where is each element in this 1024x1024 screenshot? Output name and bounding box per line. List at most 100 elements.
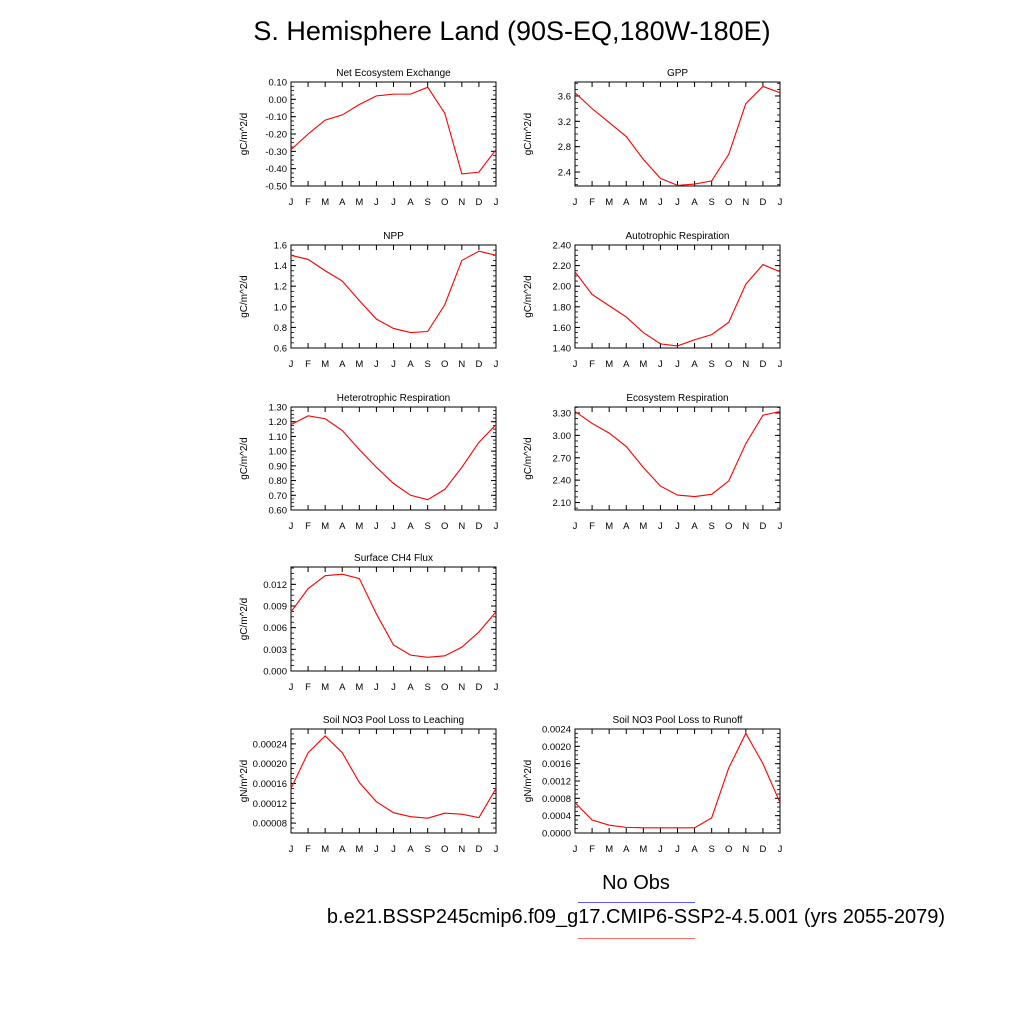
y-tick-label: -0.10: [265, 112, 287, 123]
panel-title: Ecosystem Respiration: [626, 393, 728, 404]
y-tick-label: 3.6: [558, 91, 571, 102]
y-tick-label: 0.0016: [542, 759, 571, 770]
x-tick-label: A: [339, 844, 346, 855]
y-tick-label: -0.40: [265, 164, 287, 175]
plot-frame: [290, 406, 497, 511]
x-tick-label: J: [289, 682, 294, 693]
chart-panel: Soil NO3 Pool Loss to LeachinggN/m^2/d0.…: [239, 715, 499, 855]
x-tick-label: J: [494, 844, 499, 855]
x-tick-label: O: [725, 521, 732, 532]
panel-title: Soil NO3 Pool Loss to Runoff: [613, 715, 743, 726]
x-tick-label: A: [339, 197, 346, 208]
y-axis-label: gC/m^2/d: [239, 598, 250, 641]
x-tick-label: O: [441, 521, 448, 532]
x-tick-label: M: [605, 197, 613, 208]
chart-panel: Soil NO3 Pool Loss to Runoff gN/m^2/d 0.00…: [523, 715, 783, 855]
x-tick-label: S: [424, 682, 430, 693]
x-tick-label: J: [675, 844, 680, 855]
y-tick-label: -0.50: [265, 182, 287, 193]
y-tick-label: 0.90: [269, 461, 288, 472]
x-tick-label: A: [407, 359, 414, 370]
x-tick-label: M: [639, 844, 647, 855]
y-tick-label: -0.30: [265, 147, 287, 158]
x-tick-label: S: [708, 844, 714, 855]
y-tick-label: 0.70: [269, 491, 288, 502]
y-tick-label: 1.0: [274, 302, 287, 313]
y-tick-label: 2.00: [553, 282, 572, 293]
x-tick-label: M: [605, 521, 613, 532]
series-line: [290, 735, 497, 819]
y-tick-label: 1.2: [274, 282, 287, 293]
y-tick-label: 2.40: [553, 241, 572, 252]
chart-panel: Ecosystem Respiration gC/m^2/d 2.10 2.40 2.7…: [523, 393, 783, 532]
y-tick-label: 1.10: [269, 432, 288, 443]
series-line: [574, 410, 781, 498]
x-tick-label: O: [725, 359, 732, 370]
y-tick-label: 1.80: [553, 302, 572, 313]
x-tick-label: J: [391, 521, 396, 532]
plot-frame: [290, 566, 497, 672]
x-tick-label: O: [441, 197, 448, 208]
x-tick-label: M: [321, 359, 329, 370]
y-tick-label: 0.003: [263, 645, 287, 656]
x-tick-label: N: [742, 521, 749, 532]
x-tick-label: J: [778, 359, 783, 370]
x-tick-label: F: [305, 197, 311, 208]
panel-title: Autotrophic Respiration: [626, 231, 730, 242]
y-axis-label: gC/m^2/d: [239, 437, 250, 480]
x-tick-label: A: [339, 682, 346, 693]
y-tick-label: -0.20: [265, 130, 287, 141]
x-tick-label: D: [759, 359, 766, 370]
y-tick-label: 0.8: [274, 323, 287, 334]
y-tick-label: 1.60: [553, 323, 572, 334]
x-tick-label: J: [494, 521, 499, 532]
panel-title: Surface CH4 Flux: [354, 553, 433, 564]
x-tick-label: O: [725, 197, 732, 208]
x-tick-label: A: [623, 197, 630, 208]
plot-frame: [574, 728, 781, 834]
y-tick-label: 2.4: [558, 168, 571, 179]
x-tick-label: M: [605, 359, 613, 370]
chart-panel: Net Ecosystem Exchange gC/m^2/d -0.50 -0.40…: [239, 68, 499, 208]
x-tick-label: S: [424, 844, 430, 855]
x-tick-label: D: [475, 359, 482, 370]
x-tick-label: J: [675, 521, 680, 532]
x-tick-label: A: [407, 844, 414, 855]
panel-title: NPP: [383, 231, 404, 242]
x-tick-label: J: [778, 197, 783, 208]
x-tick-label: F: [589, 359, 595, 370]
y-tick-label: 0.009: [263, 602, 287, 613]
x-tick-label: J: [374, 844, 379, 855]
x-tick-label: M: [639, 197, 647, 208]
series-line: [574, 732, 781, 829]
x-tick-label: S: [424, 359, 430, 370]
legend-case-line: [578, 938, 695, 939]
x-tick-label: J: [391, 844, 396, 855]
y-tick-label: 0.012: [263, 580, 287, 591]
plot-frame: [574, 81, 781, 187]
x-tick-label: J: [374, 197, 379, 208]
y-tick-label: 0.006: [263, 623, 287, 634]
x-tick-label: N: [458, 359, 465, 370]
x-tick-label: J: [374, 521, 379, 532]
y-tick-label: 0.0008: [542, 794, 571, 805]
x-tick-label: A: [691, 197, 698, 208]
plot-frame: [290, 81, 497, 187]
x-tick-label: D: [475, 197, 482, 208]
y-axis-label: gC/m^2/d: [239, 113, 250, 156]
y-tick-label: 0.60: [269, 506, 288, 517]
y-axis-label: gN/m^2/d: [523, 760, 534, 803]
page-title: S. Hemisphere Land (90S-EQ,180W-180E): [253, 16, 771, 46]
x-tick-label: J: [573, 844, 578, 855]
y-tick-label: 0.0012: [542, 777, 571, 788]
x-tick-label: O: [441, 682, 448, 693]
series-line: [290, 573, 497, 658]
x-tick-label: D: [759, 521, 766, 532]
x-tick-label: J: [289, 844, 294, 855]
x-tick-label: O: [725, 844, 732, 855]
x-tick-label: F: [305, 359, 311, 370]
x-tick-label: M: [355, 197, 363, 208]
x-tick-label: O: [441, 844, 448, 855]
x-tick-label: J: [573, 359, 578, 370]
